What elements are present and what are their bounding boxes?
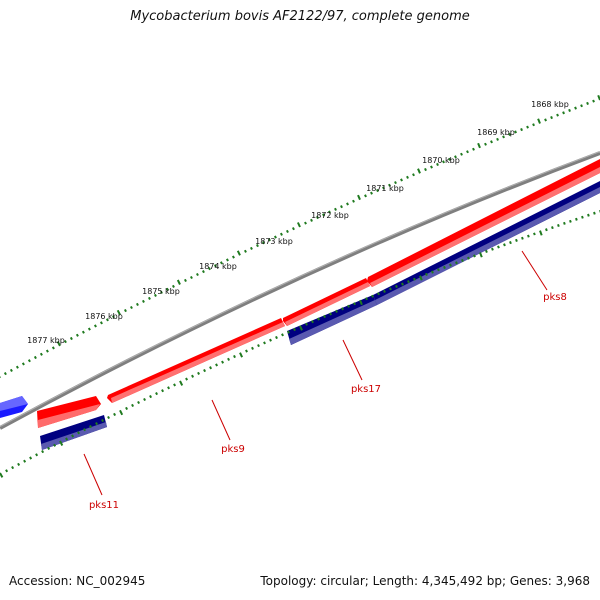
feature-pks8-forward bbox=[367, 159, 600, 287]
backbone bbox=[0, 151, 600, 430]
pks17-label-line bbox=[342, 339, 363, 381]
scale-label-1873: 1873 kbp bbox=[255, 237, 293, 246]
reverse-strand-features bbox=[40, 181, 600, 450]
feature-pks17-forward-shade bbox=[285, 282, 370, 326]
feature-pks8-reverse-shade bbox=[375, 187, 600, 305]
outer-tick-ring bbox=[0, 94, 600, 378]
scale-label-1870: 1870 kbp bbox=[422, 156, 460, 165]
genome-summary-text: Topology: circular; Length: 4,345,492 bp… bbox=[260, 574, 590, 588]
scale-label-1874: 1874 kbp bbox=[199, 262, 237, 271]
pks11-label-line bbox=[83, 453, 103, 496]
pks8-label-line bbox=[521, 250, 548, 291]
feature-pks9-forward-shade bbox=[111, 322, 285, 403]
pks9-label-line bbox=[211, 399, 231, 441]
gene-label-lines bbox=[83, 250, 548, 496]
inner-ticks bbox=[0, 210, 600, 478]
scale-label-1868: 1868 kbp bbox=[531, 100, 569, 109]
feature-pks11-reverse-shade bbox=[41, 422, 107, 450]
feature-pks17-reverse-shade bbox=[289, 300, 377, 345]
map-title: Mycobacterium bovis AF2122/97, complete … bbox=[130, 9, 470, 24]
gene-label-pks8: pks8 bbox=[543, 292, 567, 303]
scale-label-1869: 1869 kbp bbox=[477, 128, 515, 137]
gene-label-pks11: pks11 bbox=[89, 500, 119, 511]
scale-label-1875: 1875 kbp bbox=[142, 287, 180, 296]
scale-label-1871: 1871 kbp bbox=[366, 184, 404, 193]
scale-label-1877: 1877 kbp bbox=[27, 336, 65, 345]
gene-label-pks17: pks17 bbox=[351, 384, 381, 395]
forward-strand-features bbox=[0, 159, 600, 428]
inner-tick-ring bbox=[0, 210, 600, 478]
scale-label-1872: 1872 kbp bbox=[311, 211, 349, 220]
feature-pks11-forward-shade bbox=[38, 404, 100, 428]
scale-labels: 1868 kbp 1869 kbp 1870 kbp 1871 kbp 1872… bbox=[27, 100, 569, 345]
gene-label-pks9: pks9 bbox=[221, 444, 245, 455]
feature-blue-left-highlight bbox=[0, 396, 28, 411]
accession-text: Accession: NC_002945 bbox=[9, 574, 146, 588]
outer-ticks bbox=[0, 94, 600, 378]
gene-labels: pks8 pks17 pks9 pks11 bbox=[89, 292, 567, 511]
feature-pks8-forward-shade bbox=[370, 167, 600, 287]
scale-label-1876: 1876 kbp bbox=[85, 312, 123, 321]
